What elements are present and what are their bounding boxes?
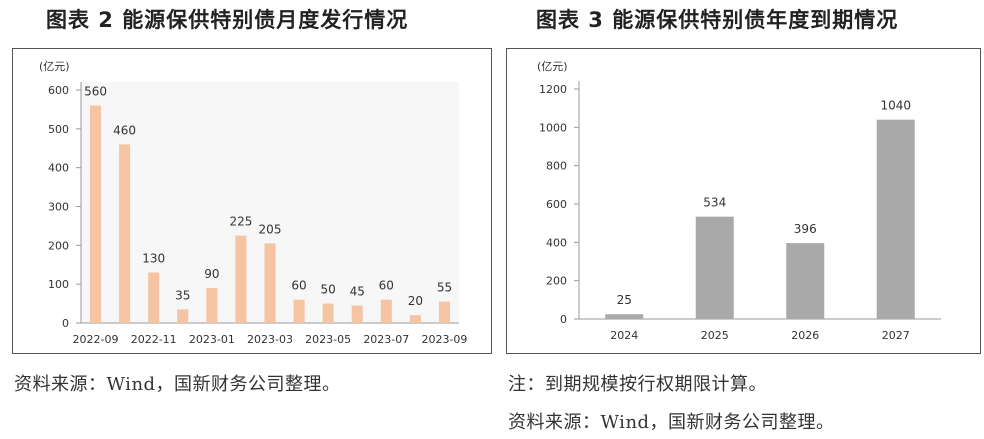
chart-title-annual-maturity: 图表 3 能源保供特别债年度到期情况 <box>536 8 899 32</box>
y-tick-label: 800 <box>546 160 567 173</box>
x-tick-label-2025: 2025 <box>701 329 729 342</box>
x-tick-label-2023-01: 2023-01 <box>189 333 235 346</box>
y-tick-label: 600 <box>546 198 567 211</box>
data-label-2024: 25 <box>617 293 632 307</box>
bar-2023-05 <box>322 303 334 323</box>
x-tick-label-2023-05: 2023-05 <box>305 333 351 346</box>
y-tick-label: 600 <box>48 84 69 97</box>
x-tick-label-2023-07: 2023-07 <box>363 333 409 346</box>
monthly-issuance-chart-panel: (亿元) 0 100 200 300 400 500 600 560 460 130 35 90 225 2… <box>12 48 492 354</box>
y-tick-label: 400 <box>48 162 69 175</box>
data-label-2023-07: 60 <box>379 279 394 293</box>
data-label-2023-04: 60 <box>291 279 306 293</box>
x-tick-label-2024: 2024 <box>610 329 638 342</box>
source-note-left: 资料来源：Wind，国新财务公司整理。 <box>14 374 341 395</box>
data-label-2026: 396 <box>794 222 817 236</box>
bar-2023-03 <box>264 243 276 323</box>
data-label-2023-03: 205 <box>259 222 282 236</box>
bar-2026 <box>786 243 825 319</box>
x-tick-label-2026: 2026 <box>791 329 819 342</box>
bar-2023-07 <box>380 299 392 323</box>
y-tick-label: 1000 <box>539 121 567 134</box>
y-tick-label: 500 <box>48 123 69 136</box>
bar-2027 <box>876 119 915 320</box>
data-label-2023-01: 90 <box>204 267 219 281</box>
x-tick-label-2023-03: 2023-03 <box>247 333 293 346</box>
data-label-2025: 534 <box>703 196 726 210</box>
y-tick-label: 400 <box>546 236 567 249</box>
bar-2025 <box>695 216 734 319</box>
data-label-2022-11: 130 <box>142 252 165 266</box>
y-tick-label: 200 <box>546 275 567 288</box>
monthly-issuance-chart: (亿元) 0 100 200 300 400 500 600 560 460 130 35 90 225 2… <box>39 60 467 346</box>
annual-maturity-chart-panel: (亿元) 0 200 400 600 800 1000 1200 25 534 396 1040 202… <box>506 48 981 354</box>
maturity-note: 注：到期规模按行权期限计算。 <box>508 374 767 395</box>
data-label-2023-09: 55 <box>437 281 452 295</box>
y-tick-label: 1200 <box>539 83 567 96</box>
y-tick-label: 100 <box>48 278 69 291</box>
bar-2023-02 <box>235 235 247 323</box>
x-tick-label-2022-11: 2022-11 <box>131 333 177 346</box>
bar-2022-11 <box>148 272 160 323</box>
data-label-2022-12: 35 <box>175 288 190 302</box>
bar-2024 <box>605 314 644 319</box>
data-label-2027: 1040 <box>880 99 911 113</box>
x-tick-label-2027: 2027 <box>882 329 910 342</box>
bar-2022-10 <box>119 144 131 323</box>
y-axis-unit-label: (亿元) <box>39 60 70 73</box>
data-label-2023-08: 20 <box>408 294 423 308</box>
x-tick-label-2023-09: 2023-09 <box>421 333 467 346</box>
bar-2023-09 <box>438 301 450 323</box>
x-tick-label-2022-09: 2022-09 <box>73 333 119 346</box>
y-tick-label: 200 <box>48 239 69 252</box>
y-tick-label: 0 <box>62 317 69 330</box>
bar-2022-09 <box>90 105 102 324</box>
bar-2023-04 <box>293 299 305 323</box>
bar-2023-01 <box>206 288 218 323</box>
data-label-2022-09: 560 <box>84 85 107 99</box>
y-axis-unit-label: (亿元) <box>537 60 568 73</box>
y-tick-label: 300 <box>48 201 69 214</box>
source-note-right: 资料来源：Wind，国新财务公司整理。 <box>508 412 835 433</box>
chart-title-monthly-issuance: 图表 2 能源保供特别债月度发行情况 <box>46 8 409 32</box>
annual-maturity-chart: (亿元) 0 200 400 600 800 1000 1200 25 534 396 1040 202… <box>537 60 941 342</box>
y-tick-label: 0 <box>560 313 567 326</box>
bar-2022-12 <box>177 309 189 323</box>
data-label-2022-10: 460 <box>113 123 136 137</box>
data-label-2023-02: 225 <box>229 215 252 229</box>
data-label-2023-05: 50 <box>321 283 336 297</box>
bar-2023-08 <box>409 315 421 323</box>
data-label-2023-06: 45 <box>350 285 365 299</box>
bar-2023-06 <box>351 305 363 323</box>
